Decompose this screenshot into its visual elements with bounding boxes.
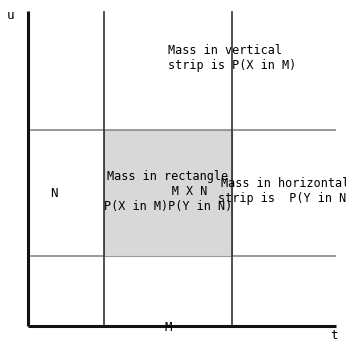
Text: M: M	[164, 321, 172, 334]
Text: Mass in rectangle
      M X N
P(X in M)P(Y in N): Mass in rectangle M X N P(X in M)P(Y in …	[104, 170, 232, 213]
Text: t: t	[330, 329, 337, 342]
Text: Mass in vertical
strip is P(X in M): Mass in vertical strip is P(X in M)	[168, 44, 296, 72]
Text: N: N	[50, 186, 57, 200]
Bar	[104, 130, 232, 256]
Text: Mass in horizontal
strip is  P(Y in N): Mass in horizontal strip is P(Y in N)	[218, 177, 346, 205]
Text: u: u	[7, 9, 15, 22]
